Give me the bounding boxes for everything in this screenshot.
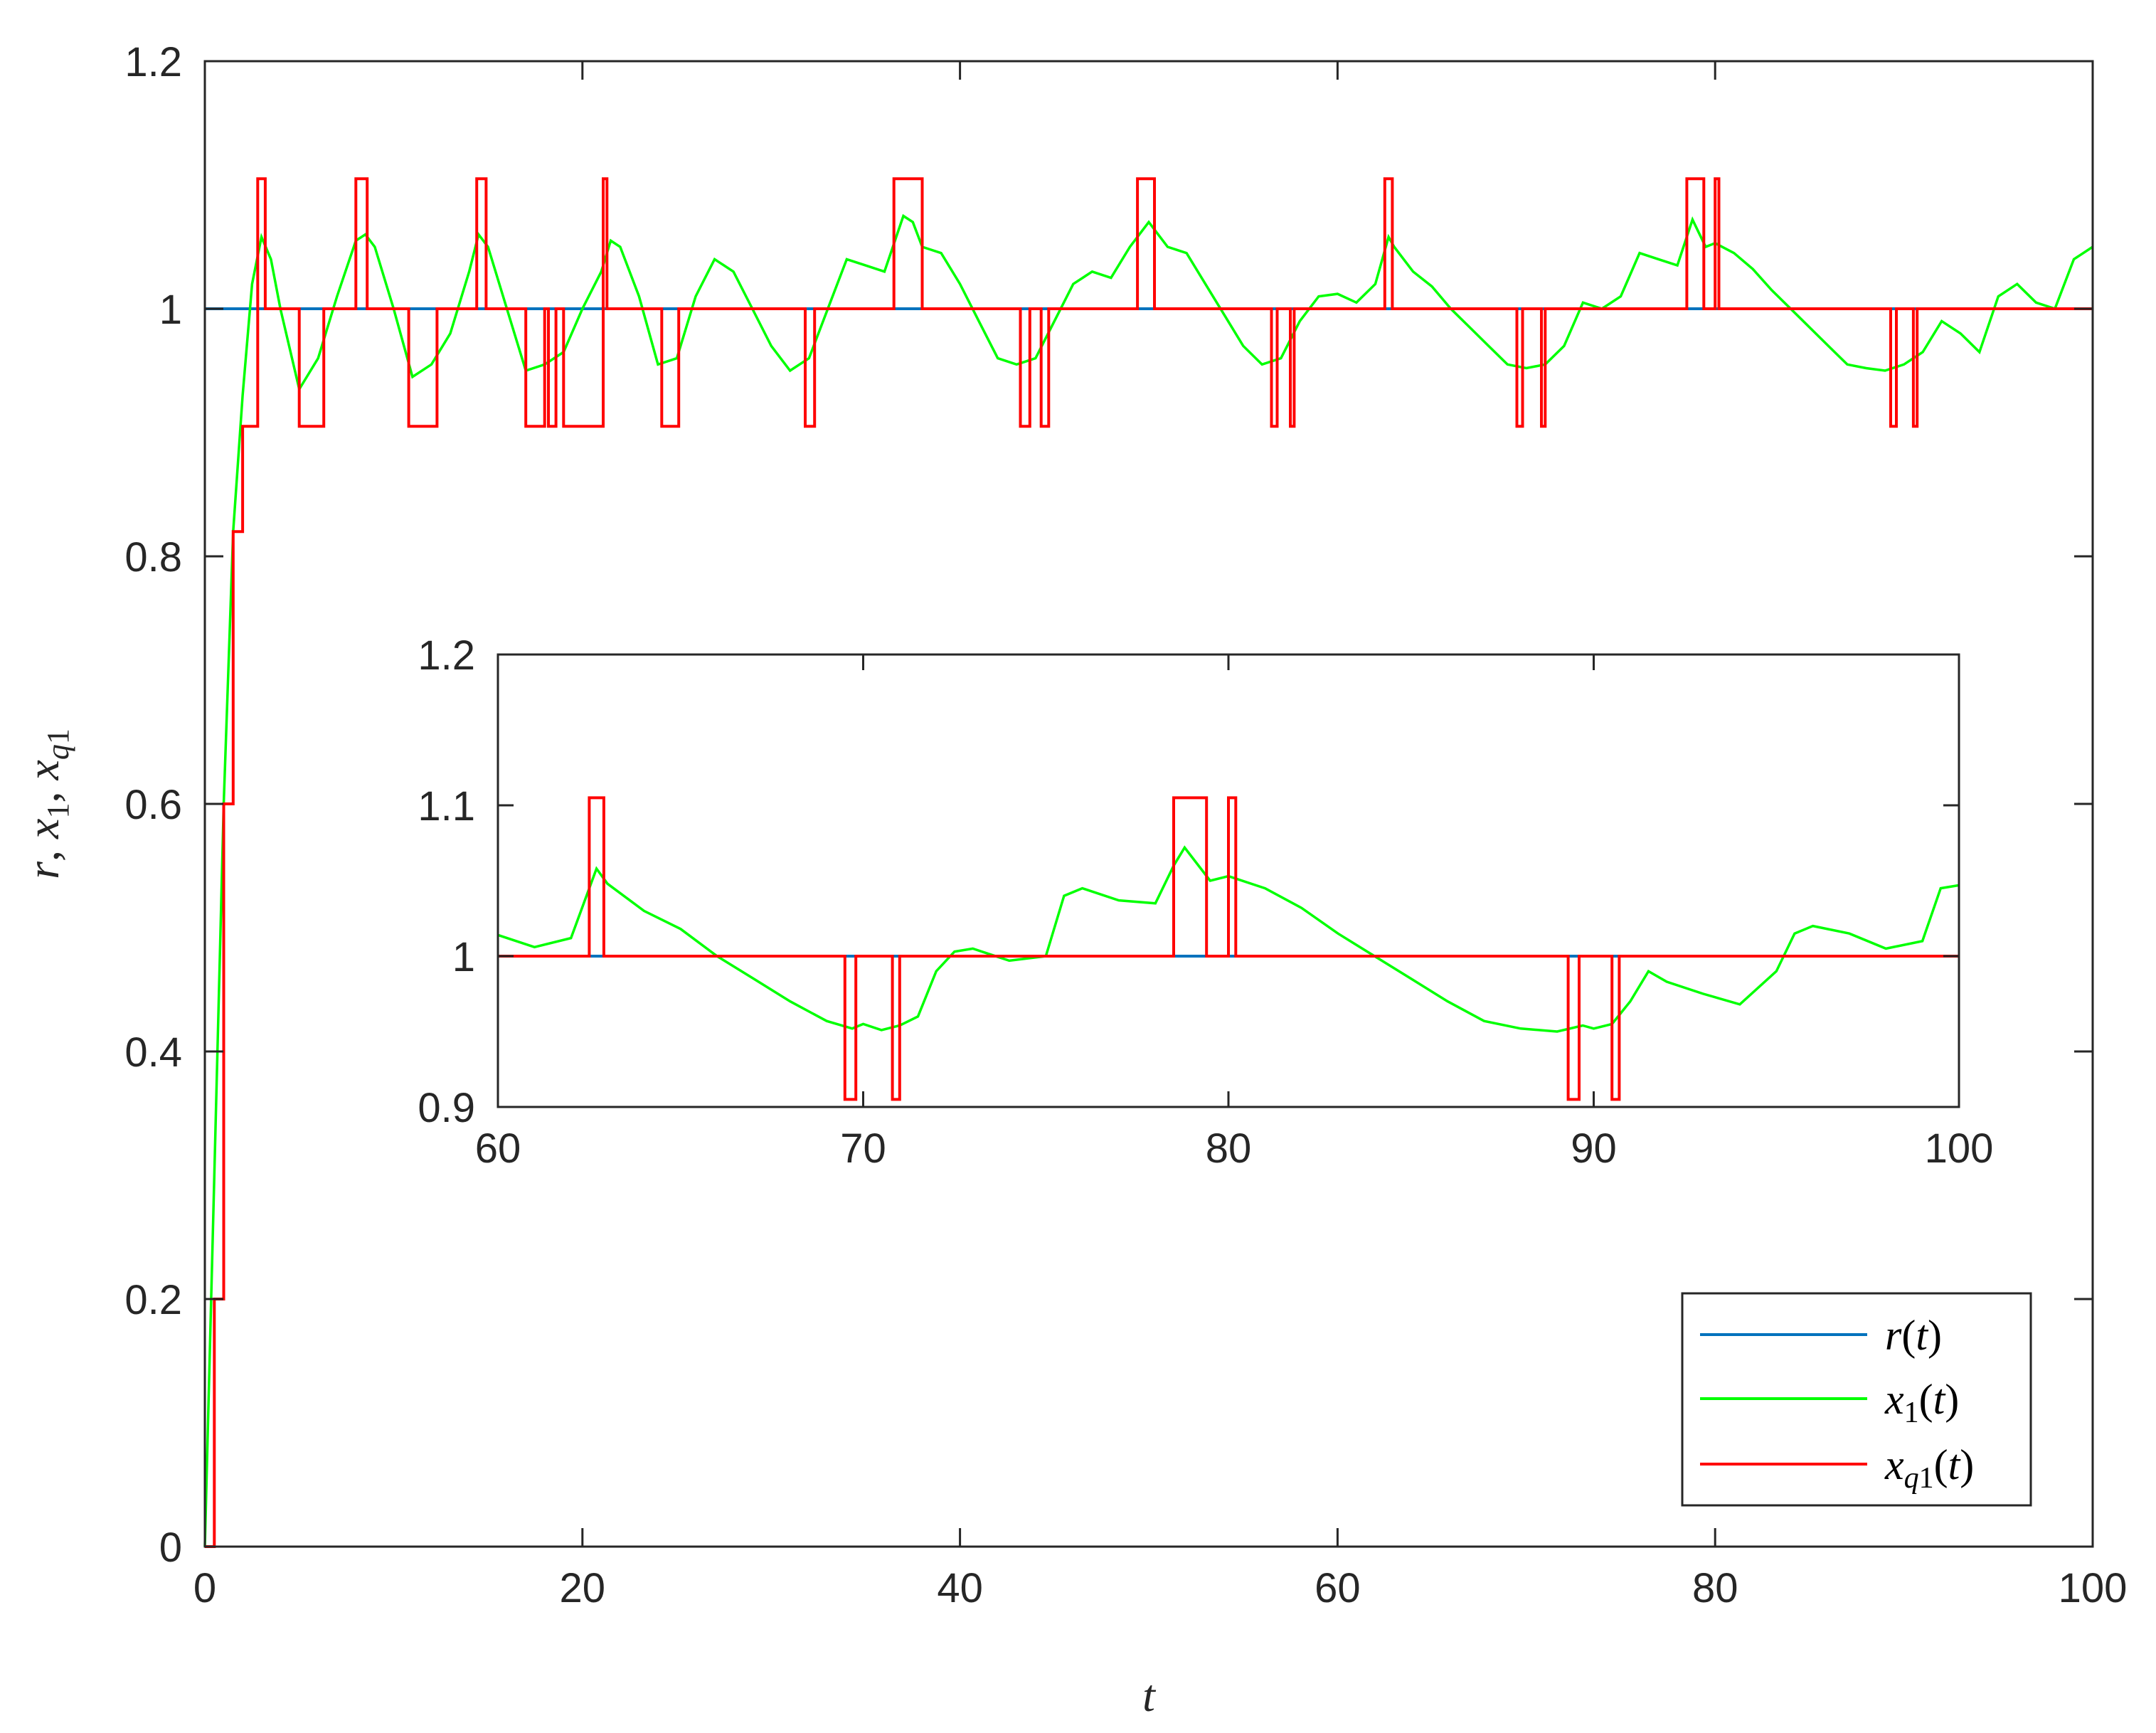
inset-y-tick-label: 0.9 — [418, 1085, 475, 1131]
inset-x-tick-label: 60 — [475, 1125, 521, 1172]
legend-xq1-sym: x — [1884, 1441, 1904, 1488]
inset-x-tick-label: 90 — [1571, 1125, 1617, 1172]
inset-x-tick-label: 70 — [840, 1125, 886, 1172]
legend-label-r: r(t) — [1885, 1312, 1942, 1359]
main-x-tick-label: 80 — [1692, 1565, 1738, 1611]
legend-xq1-t: t — [1948, 1441, 1961, 1488]
inset-series-x1 — [497, 845, 1960, 1033]
legend-r-arg: ( — [1901, 1312, 1916, 1359]
legend-x1-t: t — [1933, 1376, 1946, 1423]
y-axis-label-sep2: , — [18, 780, 68, 803]
legend-x1-sym: x — [1884, 1376, 1904, 1423]
main-y-tick-label: 1.2 — [124, 39, 182, 85]
main-x-tick-label: 100 — [2059, 1565, 2128, 1611]
inset-series-group — [497, 796, 1960, 1101]
legend-xq1-close: ) — [1960, 1441, 1974, 1488]
legend-label-xq1: xq1(t) — [1884, 1441, 1974, 1495]
main-series-x1 — [203, 213, 2093, 1547]
legend-xq1-open: ( — [1934, 1441, 1948, 1488]
inset-series-xq1 — [498, 796, 1959, 1101]
legend-r-t: t — [1916, 1312, 1928, 1359]
main-series-xq1 — [205, 177, 2093, 1548]
inset-ticks-group: 60 70 80 90 100 0.9 1 1.1 1.2 — [418, 632, 1993, 1172]
main-series-group — [203, 177, 2093, 1548]
main-y-tick-label: 0.2 — [124, 1277, 182, 1323]
legend-x1-sub: 1 — [1904, 1397, 1919, 1429]
main-y-tick-label: 0.6 — [124, 782, 182, 828]
inset-plot: 60 70 80 90 100 0.9 1 1.1 1.2 — [418, 632, 1993, 1172]
main-x-tick-label: 40 — [937, 1565, 983, 1611]
y-axis-label-xq-sub: q — [41, 744, 75, 760]
main-y-tick-label: 1 — [159, 287, 182, 333]
legend: r(t) x1(t) xq1(t) — [1681, 1292, 2032, 1507]
inset-y-tick-label: 1.2 — [418, 632, 475, 679]
legend-xq1-sub: q — [1904, 1462, 1919, 1495]
main-x-tick-label: 0 — [193, 1565, 216, 1611]
legend-x1-close: ) — [1945, 1376, 1959, 1423]
main-y-tick-label: 0.4 — [124, 1029, 182, 1076]
legend-x1-open: ( — [1919, 1376, 1933, 1423]
main-x-tick-label: 60 — [1315, 1565, 1361, 1611]
inset-y-tick-label: 1.1 — [418, 783, 475, 830]
inset-y-tick-label: 1 — [452, 934, 475, 980]
main-ticks-group: 0 20 40 60 80 100 0 0.2 0.4 0.6 0.8 1 1.2 — [124, 39, 2127, 1611]
y-axis-label-xq: x — [18, 760, 68, 780]
main-x-tick-label: 20 — [560, 1565, 606, 1611]
inset-x-tick-label: 100 — [1925, 1125, 1994, 1172]
legend-r-sym: r — [1885, 1312, 1902, 1359]
main-y-tick-label: 0 — [159, 1525, 182, 1571]
legend-r-close: ) — [1928, 1312, 1942, 1359]
legend-label-x1: x1(t) — [1884, 1376, 1959, 1429]
main-x-axis-label: t — [1142, 1670, 1157, 1721]
main-y-axis-label: r, x1, xq1 — [18, 728, 75, 879]
y-axis-label-x: x — [18, 819, 68, 839]
main-y-tick-label: 0.8 — [124, 534, 182, 581]
legend-xq1-sub-num: 1 — [1919, 1462, 1934, 1495]
y-axis-label-sep1: , — [18, 839, 68, 862]
inset-x-tick-label: 80 — [1206, 1125, 1252, 1172]
y-axis-label-x-sub: 1 — [41, 803, 75, 819]
y-axis-label-r: r — [18, 861, 68, 879]
y-axis-label-xq-sub-num: 1 — [41, 728, 75, 744]
